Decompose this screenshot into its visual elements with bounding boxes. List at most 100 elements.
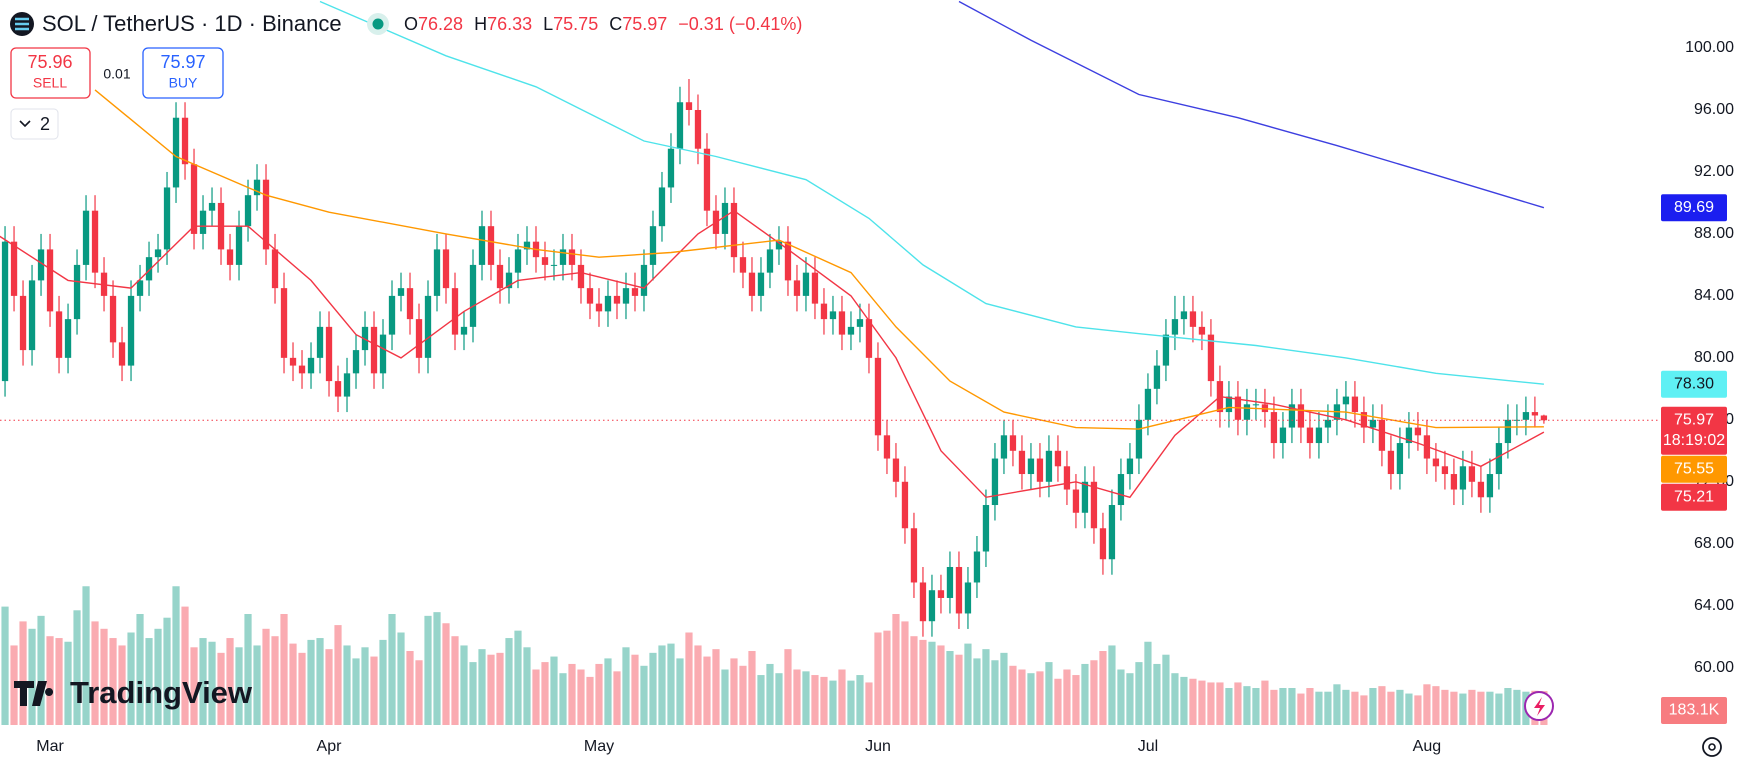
volume-bar <box>1495 693 1503 725</box>
symbol[interactable]: SOL / TetherUS · 1D · Binance <box>42 11 342 36</box>
volume-bar <box>37 615 45 725</box>
candle-body <box>1027 458 1035 475</box>
candle-body <box>397 288 405 296</box>
candle-body <box>82 210 90 265</box>
volume-bar <box>1504 688 1512 725</box>
volume-bar <box>856 675 864 725</box>
y-tick-label: 96.00 <box>1694 101 1734 118</box>
volume-bar <box>478 649 486 725</box>
candle-body <box>829 311 837 320</box>
candle-body <box>694 109 702 149</box>
candle-body <box>1099 528 1107 560</box>
buy-box[interactable] <box>142 47 224 99</box>
candle-body <box>307 357 315 374</box>
volume-bar <box>1423 684 1431 725</box>
volume-bar <box>847 680 855 725</box>
volume-bar <box>1135 662 1143 725</box>
candle-body <box>1207 334 1215 382</box>
sell-price[interactable]: 75.96 <box>27 52 72 72</box>
buy-label[interactable]: BUY <box>169 75 198 91</box>
sell-label[interactable]: SELL <box>33 75 67 91</box>
toggle-box[interactable] <box>10 108 59 140</box>
volume-bar <box>388 614 396 725</box>
x-tick-label: Jun <box>865 738 891 755</box>
settings-button[interactable] <box>1702 737 1722 757</box>
volume-bar <box>514 630 522 725</box>
volume-bar <box>1261 680 1269 725</box>
candle-body <box>478 226 486 265</box>
candle-body <box>1135 419 1143 459</box>
candle-body <box>271 249 279 289</box>
ohlc-value: 75.75 <box>553 14 598 34</box>
candle-body <box>1522 412 1530 420</box>
candle-body <box>1441 466 1449 475</box>
candle-body <box>910 528 918 583</box>
volume-bar <box>640 665 648 725</box>
buy-button[interactable]: 75.97 BUY <box>142 47 224 99</box>
candle-body <box>460 326 468 335</box>
candle-body <box>1468 466 1476 482</box>
candle-body <box>874 357 882 436</box>
volume-bar <box>145 638 153 725</box>
price-badge <box>1661 483 1727 511</box>
volume-bar <box>370 656 378 725</box>
candle-body <box>802 272 810 296</box>
candle-body <box>46 249 54 312</box>
candle-body <box>343 373 351 397</box>
volume-bar <box>1342 689 1350 725</box>
candle-body <box>244 195 252 227</box>
candle-body <box>1252 404 1260 406</box>
candle-body <box>127 295 135 366</box>
candle-body <box>577 264 585 289</box>
candle-body <box>739 257 747 273</box>
candle-body <box>1495 443 1503 475</box>
candle-body <box>901 481 909 529</box>
volume-bar <box>1234 682 1242 725</box>
volume-bar <box>217 652 225 725</box>
volume-bar <box>964 643 972 725</box>
ohlc: O76.28 H76.33 L75.75 C75.97 −0.31 (−0.41… <box>404 14 802 34</box>
y-tick-label: 64.00 <box>1694 597 1734 614</box>
indicator-count[interactable]: 2 <box>40 114 50 134</box>
volume-bar <box>1450 691 1458 725</box>
volume-bar <box>937 645 945 725</box>
gear[interactable] <box>1702 737 1722 757</box>
sell-button[interactable]: 75.96 SELL <box>10 47 91 99</box>
volume-bar <box>100 628 108 725</box>
volume-bar <box>1405 693 1413 725</box>
y-tick-label: 100.00 <box>1685 39 1734 56</box>
volume-badge-label: 183.1K <box>1669 702 1720 719</box>
candle-body <box>973 551 981 583</box>
candle-body <box>793 280 801 296</box>
volume-bar <box>1117 669 1125 725</box>
price-badge <box>1661 194 1727 222</box>
volume-bar <box>442 623 450 725</box>
indicators-toggle[interactable]: 2 <box>10 108 59 140</box>
volume-bar <box>1459 693 1467 725</box>
volume-bar <box>109 638 117 725</box>
volume-bar <box>82 586 90 725</box>
y-tick-label: 80.00 <box>1694 349 1734 366</box>
volume-bar <box>748 651 756 725</box>
volume-bar <box>1369 688 1377 725</box>
volume-bar <box>118 645 126 725</box>
price-badge-label: 75.55 <box>1674 461 1714 478</box>
candle-body <box>1162 334 1170 366</box>
volume-bar <box>928 641 936 725</box>
buy-price[interactable]: 75.97 <box>160 52 205 72</box>
lightning-button[interactable] <box>1524 691 1554 721</box>
candle-body <box>640 264 648 296</box>
candle-body <box>955 566 963 614</box>
candle-body <box>1369 419 1377 428</box>
candle-body <box>613 295 621 304</box>
sell-box[interactable] <box>10 47 91 99</box>
candle-body <box>289 357 297 366</box>
candle-body <box>1153 365 1161 389</box>
volume-bar <box>946 651 954 725</box>
volume-bar <box>244 614 252 725</box>
volume-bar <box>361 647 369 725</box>
candle-body <box>1342 396 1350 405</box>
candle-body <box>469 264 477 327</box>
candle-body <box>1018 450 1026 475</box>
